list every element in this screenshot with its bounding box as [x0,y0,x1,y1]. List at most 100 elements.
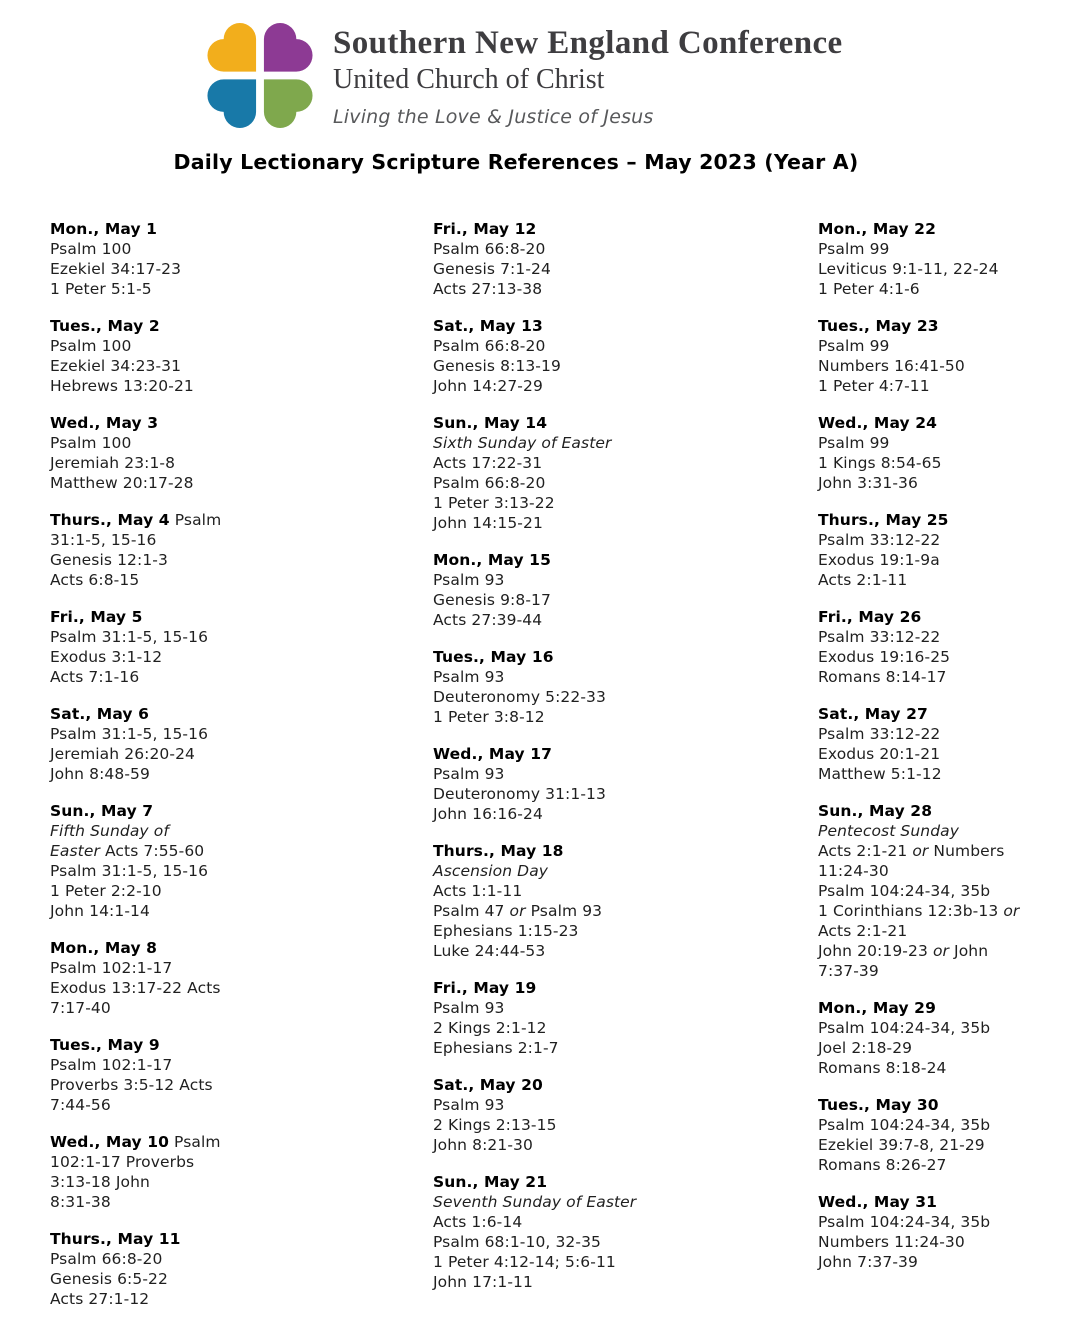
scripture-line: Easter Acts 7:55-60 [50,841,420,861]
lectionary-entry: Wed., May 3 Psalm 100 Jeremiah 23:1-8 Matth… [50,413,420,493]
scripture-text: Psalm 66:8-20 [433,240,546,258]
scripture-text: Acts 27:13-38 [433,280,543,298]
entry-date: Fri., May 5 [50,608,143,626]
scripture-line: Psalm 100 [50,336,420,356]
scripture-text: Psalm 104:24-34, 35b [818,882,991,900]
scripture-text-italic: or [912,842,929,860]
scripture-line: Jeremiah 26:20-24 [50,744,420,764]
scripture-text: Psalm 102:1-17 [50,959,173,977]
scripture-line: 1 Peter 4:7-11 [818,376,1080,396]
heart-bottom-left-icon [207,79,257,129]
scripture-text: Genesis 7:1-24 [433,260,551,278]
scripture-text-italic: or [932,942,950,960]
scripture-line: 7:44-56 [50,1095,420,1115]
scripture-text: Acts 27:39-44 [433,611,543,629]
scripture-line: 8:31-38 [50,1192,420,1212]
scripture-line: Psalm 93 [433,570,803,590]
scripture-text: Psalm 100 [50,240,132,258]
scripture-text: Genesis 12:1-3 [50,551,168,569]
entry-date: Wed., May 31 [818,1193,938,1211]
scripture-line: Numbers 16:41-50 [818,356,1080,376]
scripture-text: Acts 6:8-15 [50,571,140,589]
entry-date: Mon., May 1 [50,220,158,238]
entry-date: Mon., May 15 [433,551,551,569]
entry-date: Sat., May 6 [50,705,149,723]
entry-date: Wed., May 24 [818,414,938,432]
scripture-line: Acts 2:1-11 [818,570,1080,590]
scripture-line: Luke 24:44-53 [433,941,803,961]
scripture-text: Romans 8:18-24 [818,1059,947,1077]
scripture-line: Genesis 12:1-3 [50,550,420,570]
lectionary-entry: Thurs., May 18 Ascension Day Acts 1:1-11 Ps… [433,841,803,961]
lectionary-entry: Wed., May 31 Psalm 104:24-34, 35b Numbers … [818,1192,1080,1272]
scripture-line: 1 Peter 3:8-12 [433,707,803,727]
scripture-line: Psalm 104:24-34, 35b [818,1212,1080,1232]
scripture-line: 1 Peter 4:12-14; 5:6-11 [433,1252,803,1272]
scripture-line: Psalm 68:1-10, 32-35 [433,1232,803,1252]
scripture-text: Psalm 100 [50,337,132,355]
scripture-text-italic: Ascension Day [433,862,549,880]
scripture-text: Acts 7:55-60 [99,842,205,860]
scripture-line: Psalm 104:24-34, 35b [818,1115,1080,1135]
scripture-line: 1 Peter 3:13-22 [433,493,803,513]
scripture-text: Numbers [928,842,1005,860]
scripture-text: Acts 1:1-11 [433,882,523,900]
scripture-line: Deuteronomy 31:1-13 [433,784,803,804]
lectionary-entry: Thurs., May 11 Psalm 66:8-20 Genesis 6:5-2… [50,1229,420,1309]
lectionary-entry: Fri., May 5 Psalm 31:1-5, 15-16 Exodus 3:1… [50,607,420,687]
scripture-line: 3:13-18 John [50,1172,420,1192]
scripture-line: John 7:37-39 [818,1252,1080,1272]
scripture-line: Ezekiel 39:7-8, 21-29 [818,1135,1080,1155]
scripture-text: Psalm 99 [818,434,890,452]
scripture-text: Deuteronomy 31:1-13 [433,785,606,803]
heart-top-left-icon [207,22,257,72]
scripture-text: Exodus 19:16-25 [818,648,951,666]
scripture-text: Psalm 104:24-34, 35b [818,1019,991,1037]
scripture-text: Exodus 3:1-12 [50,648,163,666]
scripture-line: Joel 2:18-29 [818,1038,1080,1058]
scripture-line: Acts 6:8-15 [50,570,420,590]
entry-date: Thurs., May 25 [818,511,949,529]
lectionary-entry: Fri., May 19 Psalm 93 2 Kings 2:1-12 Ephesi… [433,978,803,1058]
scripture-line: Psalm 31:1-5, 15-16 [50,627,420,647]
scripture-line: Acts 7:1-16 [50,667,420,687]
scripture-line: Psalm 66:8-20 [433,239,803,259]
entry-date: Mon., May 29 [818,999,936,1017]
scripture-line: John 8:21-30 [433,1135,803,1155]
scripture-text: 1 Peter 3:8-12 [433,708,545,726]
scripture-text-italic: Pentecost Sunday [818,822,960,840]
scripture-line: Psalm 102:1-17 [50,958,420,978]
scripture-text: Proverbs 3:5-12 Acts [50,1076,213,1094]
scripture-text: Acts 27:1-12 [50,1290,150,1308]
entry-date: Tues., May 23 [818,317,939,335]
scripture-text: Psalm 104:24-34, 35b [818,1116,991,1134]
scripture-line: Romans 8:14-17 [818,667,1080,687]
scripture-text-italic: or [1003,902,1020,920]
scripture-line: Psalm 93 [433,1095,803,1115]
entry-date: Sun., May 21 [433,1173,548,1191]
scripture-text: 1 Peter 2:2-10 [50,882,162,900]
scripture-line: Psalm 93 [433,764,803,784]
scripture-text: Exodus 20:1-21 [818,745,941,763]
lectionary-entry: Mon., May 22 Psalm 99 Leviticus 9:1-11, 22… [818,219,1080,299]
lectionary-entry: Sun., May 28 Pentecost Sunday Acts 2:1-21 … [818,801,1080,981]
scripture-text: Numbers 16:41-50 [818,357,965,375]
scripture-line: John 14:15-21 [433,513,803,533]
lectionary-entry: Mon., May 15 Psalm 93 Genesis 9:8-17 Acts 2… [433,550,803,630]
entry-date: Wed., May 3 [50,414,159,432]
entry-date: Sat., May 20 [433,1076,543,1094]
lectionary-entry: Tues., May 30 Psalm 104:24-34, 35b Ezekiel… [818,1095,1080,1175]
scripture-line: Psalm 100 [50,433,420,453]
scripture-text: Exodus 13:17-22 Acts [50,979,221,997]
lectionary-entry: Mon., May 29 Psalm 104:24-34, 35b Joel 2:1… [818,998,1080,1078]
scripture-line: Psalm 104:24-34, 35b [818,881,1080,901]
scripture-line: Seventh Sunday of Easter [433,1192,803,1212]
scripture-line: Ezekiel 34:17-23 [50,259,420,279]
scripture-line: John 14:1-14 [50,901,420,921]
brand-block: Southern New England Conference United C… [333,24,843,128]
scripture-text: Genesis 9:8-17 [433,591,551,609]
scripture-text: Romans 8:26-27 [818,1156,947,1174]
scripture-line: Acts 1:1-11 [433,881,803,901]
scripture-line: John 3:31-36 [818,473,1080,493]
